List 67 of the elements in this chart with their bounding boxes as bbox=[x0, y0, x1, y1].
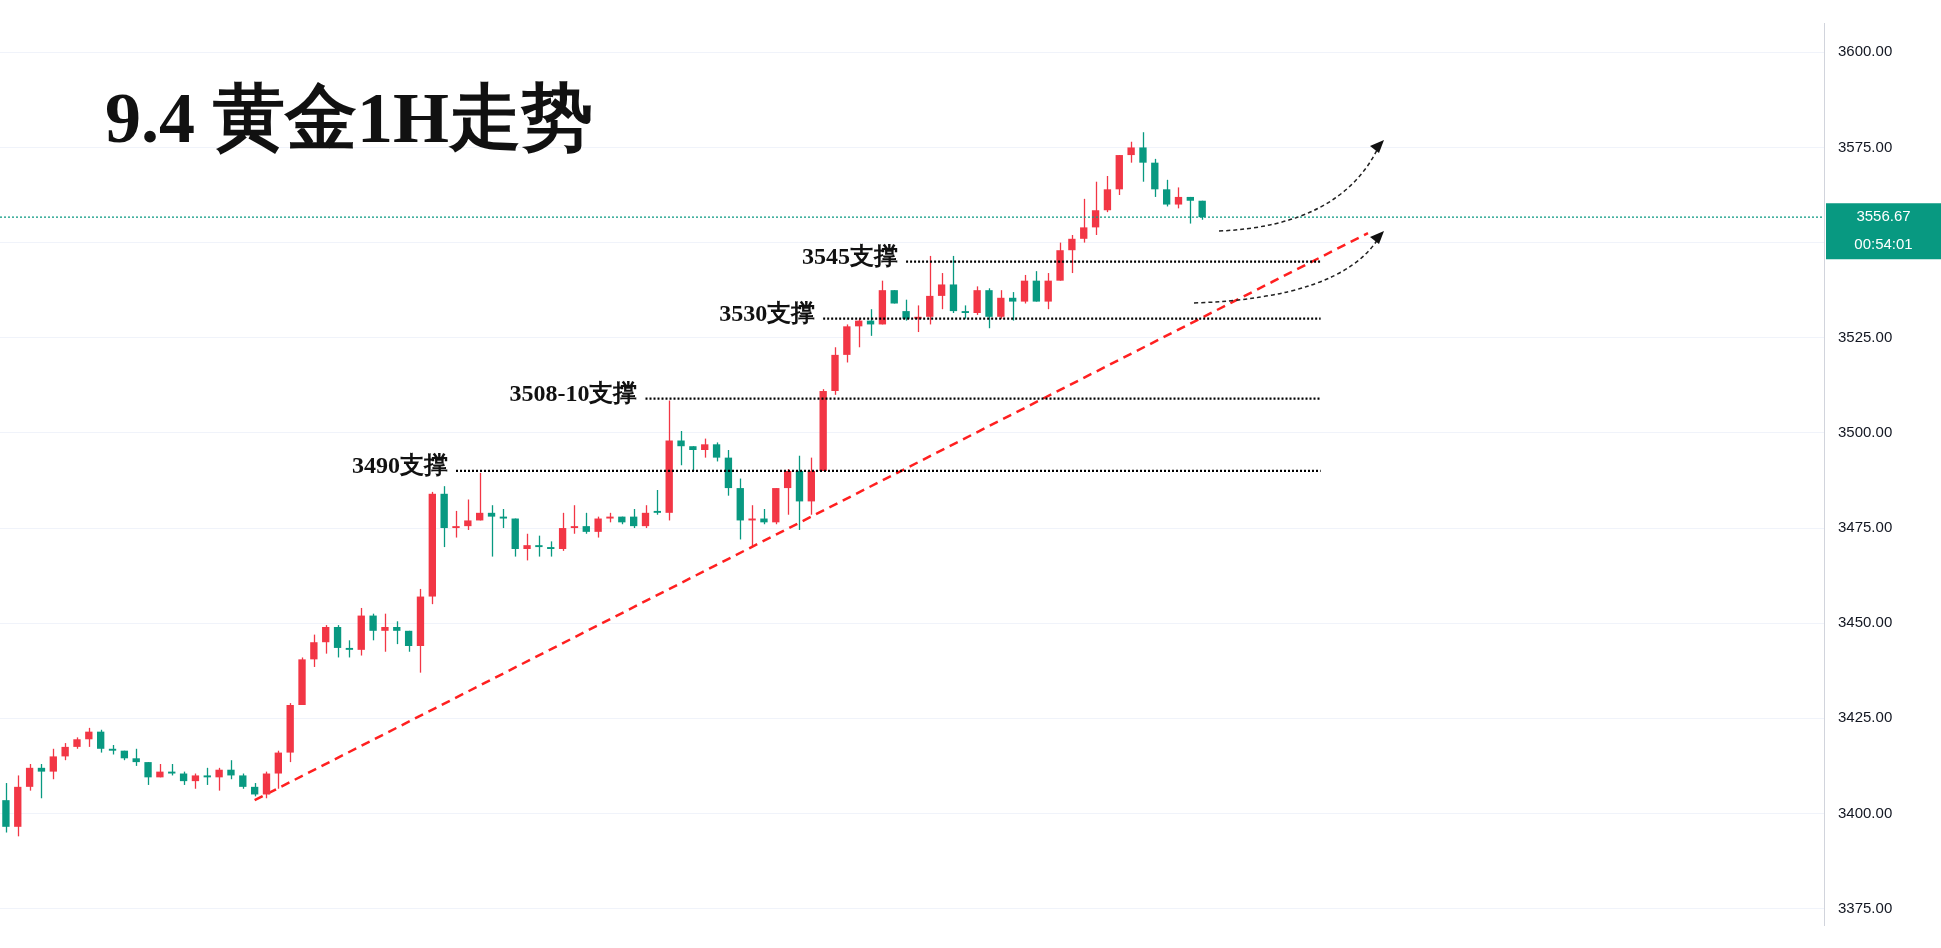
candlestick bbox=[25, 763, 34, 792]
candlestick bbox=[558, 512, 567, 552]
candlestick bbox=[310, 633, 318, 668]
candlestick bbox=[97, 729, 105, 754]
candlestick bbox=[629, 508, 638, 529]
candlestick bbox=[322, 624, 330, 655]
candlestick bbox=[594, 515, 602, 539]
candlestick bbox=[973, 285, 981, 316]
candlestick bbox=[1127, 141, 1135, 164]
candlestick bbox=[1009, 291, 1017, 322]
candlestick bbox=[937, 272, 946, 310]
candlestick bbox=[452, 510, 460, 539]
y-tick-label: 3400.00 bbox=[1838, 803, 1893, 821]
candlestick bbox=[1068, 234, 1076, 274]
text: 00:54:01 bbox=[1854, 235, 1913, 253]
ref-line-label: 3508-10支撑 bbox=[509, 379, 638, 406]
ref-line-label: 3556.67 bbox=[1856, 207, 1911, 225]
y-tick-label: 3450.00 bbox=[1838, 613, 1893, 631]
candlestick bbox=[144, 761, 152, 786]
y-tick-label: 3475.00 bbox=[1838, 518, 1893, 536]
candlestick bbox=[582, 512, 590, 535]
y-tick-label: 3425.00 bbox=[1838, 708, 1893, 726]
candlestick bbox=[274, 750, 283, 790]
candlestick bbox=[926, 255, 934, 326]
candlestick bbox=[689, 445, 697, 472]
ref-line-label: 3545支撑 bbox=[802, 242, 899, 269]
candlestick bbox=[381, 613, 389, 653]
y-tick-label: 3375.00 bbox=[1838, 898, 1893, 916]
ref-line-label: 3530支撑 bbox=[719, 299, 816, 326]
candlestick bbox=[227, 759, 235, 780]
y-tick-label: 3575.00 bbox=[1838, 137, 1893, 155]
candlestick bbox=[262, 770, 271, 799]
candlestick bbox=[369, 613, 377, 641]
y-tick-label: 3525.00 bbox=[1838, 327, 1893, 345]
candlestick bbox=[677, 430, 685, 466]
candlestick bbox=[464, 498, 472, 531]
y-tick-label: 3500.00 bbox=[1838, 423, 1893, 441]
candlestick bbox=[1080, 198, 1088, 244]
candlestick bbox=[85, 727, 93, 748]
candlestick bbox=[499, 508, 508, 529]
y-tick-label: 3600.00 bbox=[1838, 42, 1893, 60]
candlestick bbox=[1174, 186, 1183, 209]
candlestick bbox=[570, 504, 579, 535]
candlestick bbox=[783, 468, 792, 516]
text: 9.4 黄金1H走势 bbox=[105, 77, 594, 160]
candlestick bbox=[1103, 175, 1112, 213]
candlestick bbox=[641, 504, 650, 529]
candlestick bbox=[701, 437, 709, 459]
candlestick bbox=[215, 767, 223, 792]
candlestick bbox=[37, 763, 46, 799]
candlestick bbox=[1020, 274, 1029, 305]
candlestick bbox=[1162, 179, 1171, 208]
candlestick bbox=[333, 624, 342, 659]
candlestick bbox=[1044, 272, 1052, 310]
candlestick bbox=[487, 504, 496, 558]
candlestick bbox=[902, 299, 910, 322]
candlestick bbox=[1091, 181, 1100, 236]
candlestick bbox=[535, 535, 543, 558]
candlestick bbox=[712, 441, 721, 463]
candlestick bbox=[653, 489, 662, 516]
candlestick bbox=[49, 748, 57, 780]
candlestick bbox=[393, 620, 401, 645]
candlestick bbox=[1032, 270, 1041, 303]
ref-line-label: 3490支撑 bbox=[352, 452, 448, 479]
candlestick bbox=[997, 289, 1005, 320]
candlestick bbox=[523, 533, 531, 562]
candlestick bbox=[1139, 131, 1147, 183]
